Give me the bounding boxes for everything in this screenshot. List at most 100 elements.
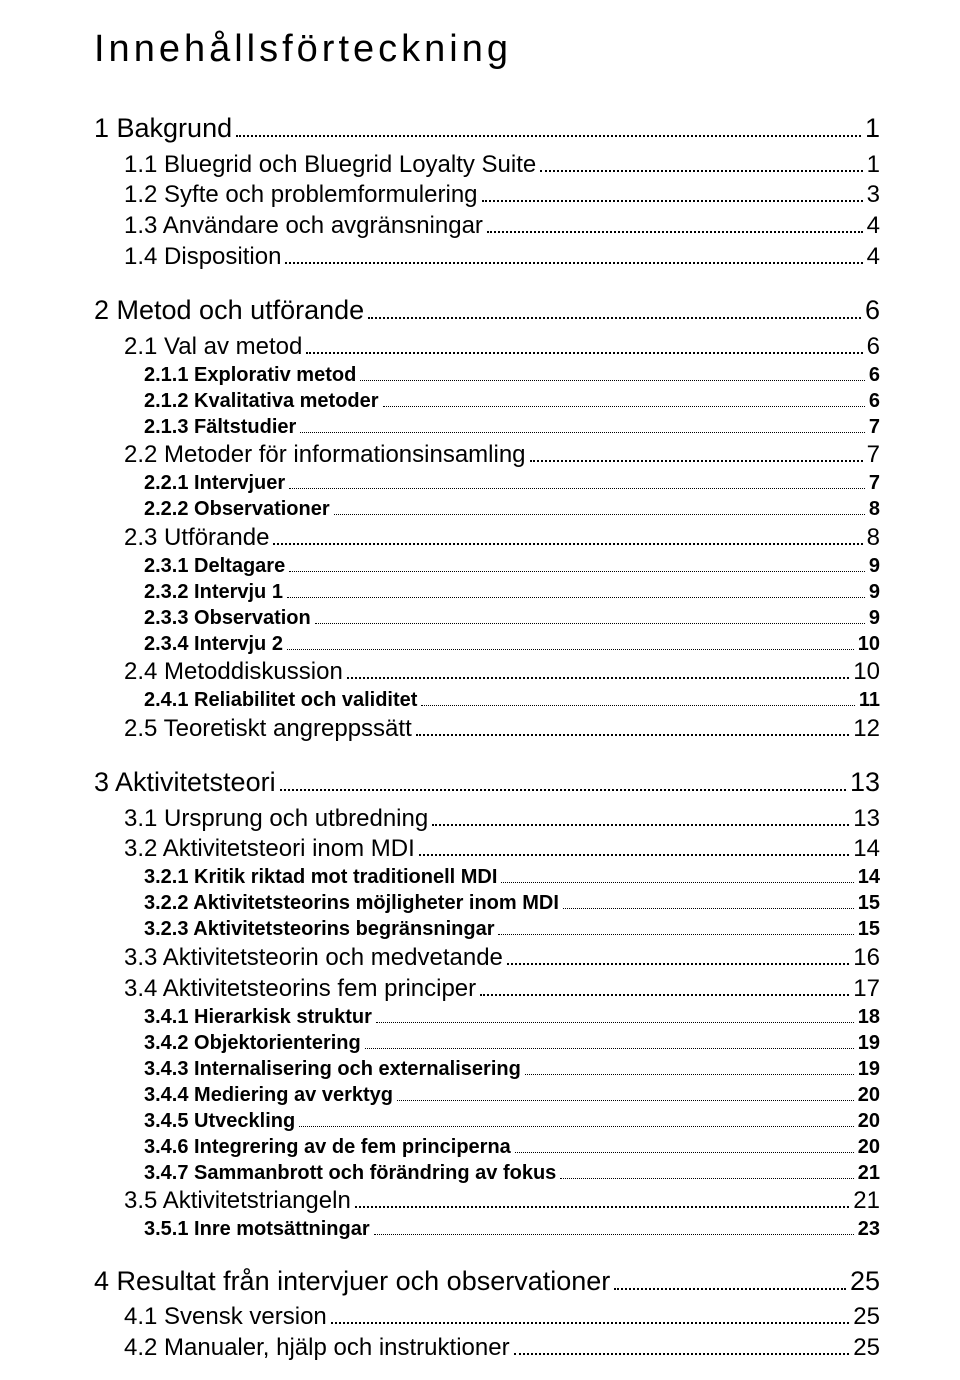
toc-entry-page: 1 bbox=[867, 151, 880, 179]
toc-entry: 3.4.7 Sammanbrott och förändring av foku… bbox=[94, 1161, 880, 1185]
toc-entry: 3.4.4 Mediering av verktyg20 bbox=[94, 1083, 880, 1107]
toc-entry: 2.1 Val av metod 6 bbox=[94, 332, 880, 361]
toc-leader-dots bbox=[482, 181, 863, 203]
toc-leader-dots bbox=[397, 1083, 854, 1101]
toc-entry-page: 16 bbox=[853, 944, 880, 972]
toc-entry-page: 12 bbox=[853, 715, 880, 743]
toc-leader-dots bbox=[501, 865, 853, 883]
toc-leader-dots bbox=[287, 580, 865, 598]
toc-entry-page: 8 bbox=[869, 498, 880, 521]
toc-entry-label: 3.2.1 Kritik riktad mot traditionell MDI bbox=[144, 866, 497, 889]
toc-entry: 1.3 Användare och avgränsningar4 bbox=[94, 211, 880, 240]
toc-entry: 3.4.5 Utveckling 20 bbox=[94, 1109, 880, 1133]
toc-entry-label: 3.4.3 Internalisering och externaliserin… bbox=[144, 1058, 521, 1081]
toc-entry-label: 2.3.2 Intervju 1 bbox=[144, 581, 283, 604]
toc-leader-dots bbox=[514, 1333, 850, 1355]
toc-entry-label: 4 Resultat från intervjuer och observati… bbox=[94, 1266, 610, 1297]
toc-leader-dots bbox=[376, 1005, 854, 1023]
toc-entry: 3.5 Aktivitetstriangeln 21 bbox=[94, 1187, 880, 1216]
toc-entry: 3.4.3 Internalisering och externaliserin… bbox=[94, 1057, 880, 1081]
toc-entry-label: 2.2.1 Intervjuer bbox=[144, 472, 285, 495]
toc-entry-page: 21 bbox=[853, 1187, 880, 1215]
toc-leader-dots bbox=[480, 974, 849, 996]
toc-entry-page: 23 bbox=[858, 1218, 880, 1241]
toc-leader-dots bbox=[299, 1109, 854, 1127]
toc-entry-label: 3.2 Aktivitetsteori inom MDI bbox=[124, 835, 415, 863]
toc-entry: 2.4 Metoddiskussion10 bbox=[94, 658, 880, 687]
toc-entry: 3.2 Aktivitetsteori inom MDI14 bbox=[94, 835, 880, 864]
toc-leader-dots bbox=[287, 632, 854, 650]
toc-entry: 1.1 Bluegrid och Bluegrid Loyalty Suite 1 bbox=[94, 150, 880, 179]
toc-leader-dots bbox=[289, 554, 865, 572]
toc-entry-page: 7 bbox=[869, 416, 880, 439]
toc-leader-dots bbox=[614, 1265, 846, 1289]
toc-entry-page: 19 bbox=[858, 1032, 880, 1055]
toc-entry-page: 15 bbox=[858, 918, 880, 941]
toc-leader-dots bbox=[498, 917, 853, 935]
toc-entry-page: 19 bbox=[858, 1058, 880, 1081]
toc-entry: 2.2 Metoder för informationsinsamling7 bbox=[94, 441, 880, 470]
toc-entry-page: 9 bbox=[869, 607, 880, 630]
toc-leader-dots bbox=[360, 363, 865, 381]
toc-entry: 2.3.2 Intervju 19 bbox=[94, 580, 880, 604]
toc-entry: 2.2.2 Observationer 8 bbox=[94, 497, 880, 521]
toc-entry-label: 2.3 Utförande bbox=[124, 524, 269, 552]
table-of-contents: 1 Bakgrund11.1 Bluegrid och Bluegrid Loy… bbox=[94, 113, 880, 1362]
toc-entry-page: 6 bbox=[867, 333, 880, 361]
toc-entry-label: 3 Aktivitetsteori bbox=[94, 767, 276, 798]
toc-leader-dots bbox=[487, 211, 863, 233]
toc-entry-label: 4.2 Manualer, hjälp och instruktioner bbox=[124, 1334, 510, 1362]
toc-entry: 2.3.4 Intervju 210 bbox=[94, 632, 880, 656]
toc-leader-dots bbox=[374, 1217, 854, 1235]
toc-entry: 2.1.3 Fältstudier7 bbox=[94, 415, 880, 439]
toc-leader-dots bbox=[432, 804, 849, 826]
toc-leader-dots bbox=[507, 943, 849, 965]
toc-entry: 2.2.1 Intervjuer7 bbox=[94, 471, 880, 495]
toc-entry-page: 13 bbox=[853, 805, 880, 833]
toc-leader-dots bbox=[421, 688, 854, 706]
toc-entry-label: 2.5 Teoretiskt angreppssätt bbox=[124, 715, 412, 743]
toc-entry-label: 1 Bakgrund bbox=[94, 113, 232, 144]
toc-entry-page: 3 bbox=[867, 181, 880, 209]
toc-leader-dots bbox=[383, 389, 865, 407]
toc-entry-page: 8 bbox=[867, 524, 880, 552]
toc-entry-page: 25 bbox=[850, 1266, 880, 1297]
toc-leader-dots bbox=[540, 150, 862, 172]
toc-entry-label: 3.4.2 Objektorientering bbox=[144, 1032, 361, 1055]
toc-entry-label: 3.4.5 Utveckling bbox=[144, 1110, 295, 1133]
toc-entry-label: 2.3.4 Intervju 2 bbox=[144, 633, 283, 656]
toc-entry-label: 3.5.1 Inre motsättningar bbox=[144, 1218, 370, 1241]
toc-leader-dots bbox=[280, 767, 846, 791]
toc-entry: 2.5 Teoretiskt angreppssätt 12 bbox=[94, 714, 880, 743]
toc-leader-dots bbox=[331, 1303, 850, 1325]
toc-entry-page: 6 bbox=[869, 390, 880, 413]
toc-entry: 2.1.2 Kvalitativa metoder 6 bbox=[94, 389, 880, 413]
toc-entry-page: 14 bbox=[858, 866, 880, 889]
toc-entry: 2 Metod och utförande6 bbox=[94, 295, 880, 326]
toc-entry-label: 2.2.2 Observationer bbox=[144, 498, 330, 521]
toc-entry-page: 20 bbox=[858, 1110, 880, 1133]
toc-entry-label: 1.1 Bluegrid och Bluegrid Loyalty Suite bbox=[124, 151, 536, 179]
toc-entry-label: 3.1 Ursprung och utbredning bbox=[124, 805, 428, 833]
toc-entry-label: 3.4.7 Sammanbrott och förändring av foku… bbox=[144, 1162, 556, 1185]
toc-entry-page: 15 bbox=[858, 892, 880, 915]
toc-entry-page: 18 bbox=[858, 1006, 880, 1029]
toc-entry-label: 3.2.3 Aktivitetsteorins begränsningar bbox=[144, 918, 494, 941]
toc-entry-page: 13 bbox=[850, 767, 880, 798]
toc-entry: 4 Resultat från intervjuer och observati… bbox=[94, 1265, 880, 1296]
toc-entry-label: 2.1 Val av metod bbox=[124, 333, 302, 361]
toc-entry: 4.2 Manualer, hjälp och instruktioner25 bbox=[94, 1333, 880, 1362]
toc-leader-dots bbox=[300, 415, 865, 433]
toc-leader-dots bbox=[525, 1057, 854, 1075]
toc-entry-label: 3.3 Aktivitetsteorin och medvetande bbox=[124, 944, 503, 972]
toc-entry-label: 3.5 Aktivitetstriangeln bbox=[124, 1187, 351, 1215]
toc-entry-label: 2.1.2 Kvalitativa metoder bbox=[144, 390, 379, 413]
toc-entry: 3.2.1 Kritik riktad mot traditionell MDI… bbox=[94, 865, 880, 889]
toc-entry-page: 20 bbox=[858, 1084, 880, 1107]
toc-entry: 3.1 Ursprung och utbredning 13 bbox=[94, 804, 880, 833]
toc-leader-dots bbox=[347, 658, 850, 680]
toc-entry: 3.3 Aktivitetsteorin och medvetande 16 bbox=[94, 943, 880, 972]
toc-entry: 3.4.1 Hierarkisk struktur 18 bbox=[94, 1005, 880, 1029]
toc-entry-label: 3.4.1 Hierarkisk struktur bbox=[144, 1006, 372, 1029]
toc-entry-page: 21 bbox=[858, 1162, 880, 1185]
